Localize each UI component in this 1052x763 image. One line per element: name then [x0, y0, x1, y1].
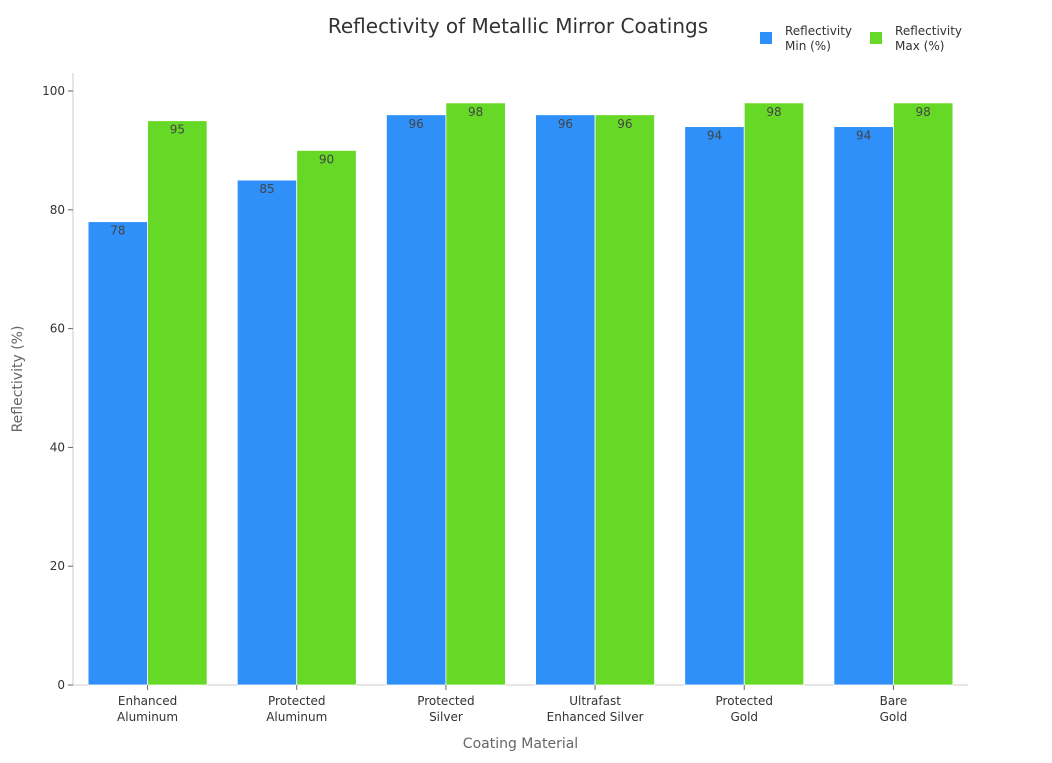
bar-value-label: 90	[319, 152, 334, 166]
y-tick-label: 0	[57, 678, 65, 692]
bar-value-label: 96	[409, 117, 424, 131]
bar-value-label: 94	[707, 129, 722, 143]
bar-min	[87, 221, 148, 686]
x-tick-label: Gold	[880, 710, 908, 724]
y-tick-label: 40	[50, 440, 65, 454]
bar-min	[236, 179, 298, 686]
bar-value-label: 98	[916, 105, 931, 119]
bar-min	[833, 126, 894, 686]
bar-value-label: 85	[259, 182, 274, 196]
x-tick-label: Protected	[716, 694, 773, 708]
bar-max	[296, 149, 357, 686]
legend-label-min: Reflectivity Min (%)	[785, 24, 853, 53]
bar-min	[386, 114, 447, 686]
bar-value-label: 96	[558, 117, 573, 131]
legend-item-max: Reflectivity Max (%)	[870, 24, 962, 54]
chart-legend: Reflectivity Min (%) Reflectivity Max (%…	[760, 24, 962, 54]
x-tick-label: Bare	[880, 694, 908, 708]
bar-max	[743, 102, 805, 686]
x-tick-label: Aluminum	[266, 710, 327, 724]
bar-value-label: 96	[617, 117, 632, 131]
y-tick-label: 60	[50, 322, 65, 336]
bar-max	[893, 102, 954, 686]
y-tick-label: 80	[50, 203, 65, 217]
bar-min	[535, 114, 596, 686]
x-tick-label: Enhanced Silver	[547, 710, 644, 724]
y-tick-label: 20	[50, 559, 65, 573]
x-tick-label: Gold	[730, 710, 758, 724]
x-tick-label: Silver	[429, 710, 463, 724]
chart-title: Reflectivity of Metallic Mirror Coatings	[327, 14, 709, 38]
bar-min	[684, 126, 745, 686]
x-axis-title: Coating Material	[463, 736, 578, 752]
legend-swatch-max	[870, 32, 883, 44]
x-tick-label: Protected	[417, 694, 474, 708]
legend-label-max: Reflectivity Max (%)	[895, 24, 963, 53]
bar-value-label: 98	[468, 105, 483, 119]
x-tick-label: Aluminum	[117, 710, 178, 724]
x-tick-label: Ultrafast	[569, 694, 621, 708]
bar-value-label: 78	[110, 224, 125, 238]
bar-value-label: 98	[766, 105, 781, 119]
x-tick-label: Protected	[268, 694, 325, 708]
y-tick-label: 100	[42, 84, 65, 98]
bar-value-label: 94	[856, 129, 871, 143]
bar-max	[594, 114, 655, 686]
bar-value-label: 95	[170, 123, 185, 137]
y-axis-title: Reflectivity (%)	[10, 326, 26, 433]
bar-max	[445, 102, 506, 686]
legend-item-min: Reflectivity Min (%)	[760, 24, 852, 54]
bar-max	[147, 120, 208, 686]
legend-swatch-min	[760, 32, 772, 44]
x-tick-label: Enhanced	[118, 694, 177, 708]
